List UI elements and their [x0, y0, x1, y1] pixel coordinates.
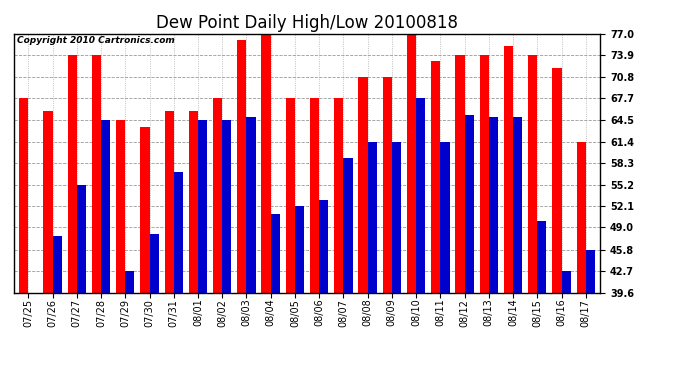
Bar	[368, 142, 377, 292]
Bar	[164, 111, 174, 292]
Bar	[528, 55, 538, 292]
Bar	[480, 55, 489, 292]
Bar	[455, 55, 464, 292]
Bar	[383, 76, 392, 292]
Bar	[431, 62, 440, 292]
Bar	[513, 117, 522, 292]
Bar	[174, 172, 183, 292]
Bar	[586, 250, 595, 292]
Bar	[577, 142, 586, 292]
Bar	[189, 111, 198, 292]
Bar	[52, 236, 62, 292]
Bar	[246, 117, 256, 292]
Bar	[19, 98, 28, 292]
Bar	[358, 76, 368, 292]
Bar	[416, 98, 425, 292]
Bar	[92, 55, 101, 292]
Bar	[213, 98, 222, 292]
Bar	[140, 127, 150, 292]
Bar	[270, 214, 280, 292]
Bar	[392, 142, 401, 292]
Bar	[344, 158, 353, 292]
Bar	[126, 271, 135, 292]
Bar	[286, 98, 295, 292]
Bar	[150, 234, 159, 292]
Bar	[538, 220, 546, 292]
Bar	[464, 116, 474, 292]
Bar	[440, 142, 450, 292]
Bar	[310, 98, 319, 292]
Bar	[43, 111, 52, 292]
Bar	[116, 120, 126, 292]
Bar	[407, 34, 416, 292]
Bar	[562, 271, 571, 292]
Bar	[319, 200, 328, 292]
Bar	[262, 34, 270, 292]
Bar	[489, 117, 498, 292]
Title: Dew Point Daily High/Low 20100818: Dew Point Daily High/Low 20100818	[156, 14, 458, 32]
Bar	[68, 55, 77, 292]
Bar	[334, 98, 344, 292]
Bar	[77, 184, 86, 292]
Bar	[504, 46, 513, 292]
Bar	[101, 120, 110, 292]
Bar	[552, 68, 562, 292]
Bar	[222, 120, 231, 292]
Bar	[237, 40, 246, 292]
Bar	[295, 206, 304, 292]
Bar	[198, 120, 207, 292]
Text: Copyright 2010 Cartronics.com: Copyright 2010 Cartronics.com	[17, 36, 175, 45]
